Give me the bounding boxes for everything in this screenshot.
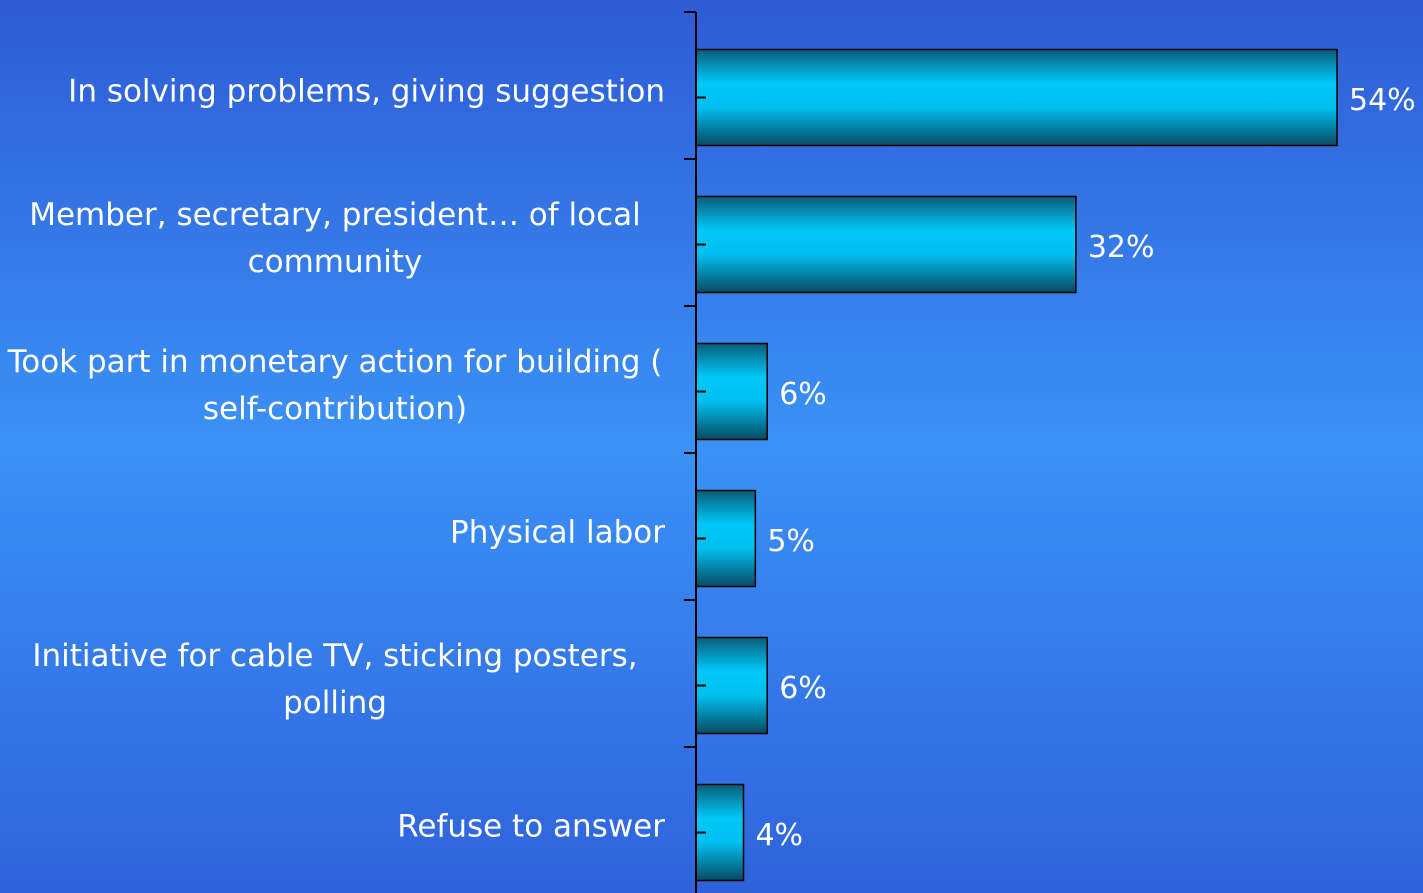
category-label-box: Took part in monetary action for buildin…: [5, 339, 665, 433]
value-label: 54%: [1349, 83, 1416, 118]
category-label-box: In solving problems, giving suggestion: [5, 68, 665, 115]
category-label-box: Refuse to answer: [5, 803, 665, 850]
value-label: 5%: [767, 524, 815, 559]
bar: [695, 342, 768, 441]
bar: [695, 195, 1077, 294]
value-label: 6%: [779, 671, 827, 706]
value-label: 4%: [755, 818, 803, 853]
value-label: 6%: [779, 377, 827, 412]
category-label: Initiative for cable TV, sticking poster…: [32, 637, 638, 721]
category-label: In solving problems, giving suggestion: [68, 73, 665, 109]
category-label: Member, secretary, president… of local c…: [29, 196, 641, 280]
bar: [695, 636, 768, 735]
category-label-box: Initiative for cable TV, sticking poster…: [5, 633, 665, 727]
category-label: Physical labor: [450, 514, 665, 550]
category-label: Refuse to answer: [397, 808, 665, 844]
category-label-box: Member, secretary, president… of local c…: [5, 192, 665, 286]
value-label: 32%: [1088, 230, 1155, 265]
category-label: Took part in monetary action for buildin…: [7, 343, 663, 427]
bar: [695, 48, 1338, 147]
category-label-box: Physical labor: [5, 509, 665, 556]
